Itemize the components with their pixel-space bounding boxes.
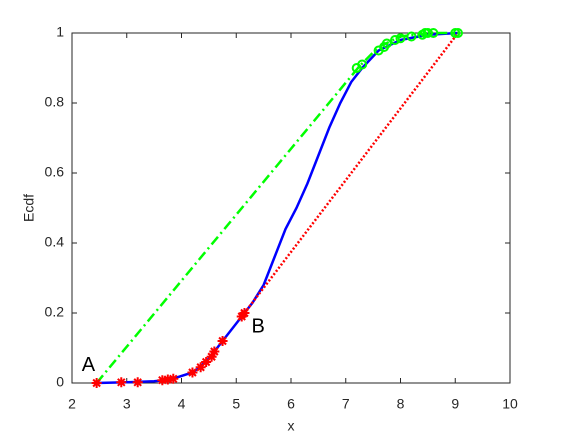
star-marker [206,351,217,362]
star-marker [195,362,206,373]
star-marker [201,357,212,367]
y-tick-label: 0.4 [45,234,65,250]
y-tick-label: 0.6 [45,164,65,180]
star-marker [168,373,179,384]
circle-marker [406,31,417,42]
series-line [95,31,458,384]
star-marker [217,336,228,346]
y-tick-label: 1 [56,24,64,40]
series-line [243,32,459,314]
x-tick-label: 5 [232,396,240,412]
circle-marker [452,28,463,38]
circle-marker [357,59,368,70]
circle-marker [428,28,439,38]
star-marker [187,367,198,378]
x-tick-label: 6 [287,396,295,412]
circle-marker [395,33,406,44]
y-tick-label: 0.8 [45,94,65,110]
star-marker [91,378,102,388]
y-axis-label: Ecdf [21,194,37,222]
star-marker [209,346,220,357]
x-tick-label: 10 [502,396,518,412]
star-marker [162,374,173,385]
x-axis-label: x [288,418,295,434]
star-marker [239,308,250,318]
circle-marker [422,28,433,38]
x-tick-label: 3 [123,396,131,412]
x-tick-label: 4 [178,396,186,412]
annotation: B [251,315,264,337]
star-marker [132,377,143,388]
star-marker [116,377,127,388]
x-tick-label: 7 [342,396,350,412]
y-tick-label: 0.2 [45,304,65,320]
x-tick-label: 2 [68,396,76,412]
x-tick-label: 8 [397,396,405,412]
star-marker [157,375,168,386]
circle-marker [390,35,401,45]
circle-marker [381,38,392,49]
y-tick-label: 0 [56,374,64,390]
x-tick-label: 9 [451,396,459,412]
annotation: A [82,354,96,376]
